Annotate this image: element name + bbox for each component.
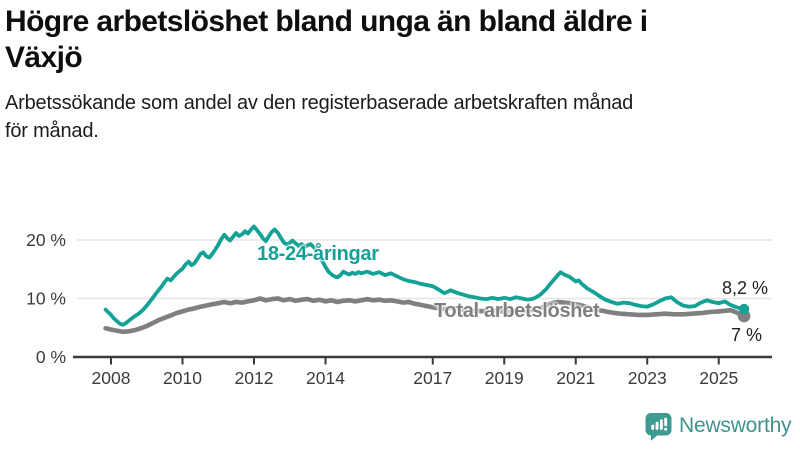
series-line-youth (103, 224, 746, 327)
series-end-dot-youth (738, 303, 750, 315)
end-value-label-total: 7 % (731, 325, 763, 345)
line-chart: 2008 2010 2012 2014 2017 2019 2021 2023 2025 0 % 1… (0, 207, 800, 407)
page-title-line1: Högre arbetslöshet bland unga än bland ä… (5, 5, 648, 38)
chart-header: Högre arbetslöshet bland unga än bland ä… (5, 4, 793, 145)
y-tick-label: 10 % (26, 289, 66, 309)
x-tick-label: 2008 (92, 368, 131, 388)
chart-subtitle-line1: Arbetssökande som andel av den registerb… (5, 92, 634, 114)
bar-chart-speech-bubble-icon (645, 413, 672, 441)
series-label-total: Total arbetslöshet (434, 300, 600, 322)
newsworthy-logo: Newsworthy (644, 411, 792, 441)
series-line-total (103, 296, 747, 335)
x-tick-label: 2023 (628, 368, 667, 388)
brand-name: Newsworthy (679, 414, 792, 437)
page-title-line2: Växjö (5, 41, 83, 74)
page-title: Högre arbetslöshet bland unga än bland ä… (5, 4, 793, 76)
y-tick-label: 0 % (36, 347, 66, 367)
chart-subtitle: Arbetssökande som andel av den registerb… (5, 90, 793, 145)
series-label-youth: 18-24-åringar (257, 243, 379, 265)
x-tick-label: 2017 (413, 368, 452, 388)
x-tick-label: 2025 (699, 368, 738, 388)
y-tick-label: 20 % (26, 230, 66, 250)
end-value-label-youth: 8,2 % (722, 278, 769, 298)
x-tick-label: 2010 (163, 368, 202, 388)
unemployment-line-chart-svg: 2008 2010 2012 2014 2017 2019 2021 2023 2025 0 % 1… (26, 224, 772, 388)
chart-subtitle-line2: för månad. (5, 119, 99, 142)
x-tick-label: 2014 (306, 368, 345, 388)
x-tick-label: 2021 (556, 368, 595, 388)
x-tick-label: 2019 (485, 368, 524, 388)
x-tick-label: 2012 (235, 368, 274, 388)
